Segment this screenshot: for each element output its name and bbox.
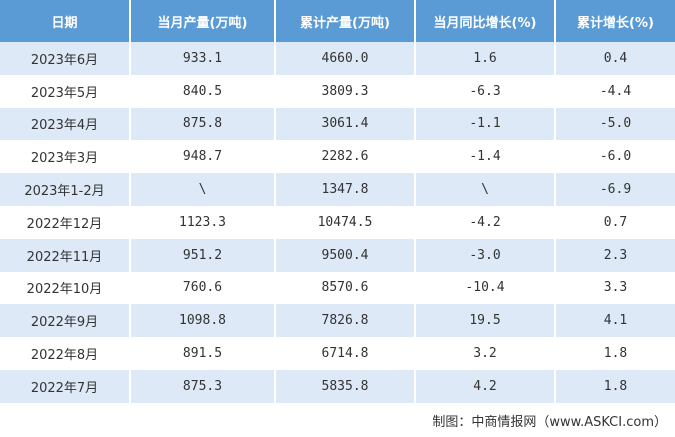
table-cell: 0.4 [554,42,675,75]
table-cell: 875.3 [129,369,275,403]
header-row: 日期 当月产量(万吨) 累计产量(万吨) 当月同比增长(%) 累计增长(%) [0,0,675,42]
table-cell: 891.5 [129,337,275,370]
table-cell: 2022年9月 [0,304,130,338]
table-cell: 2022年12月 [26,216,103,232]
table-row: 2022年7月 875.3 5835.8 4.2 1.8 [0,369,675,403]
header-cell: 累计增长(%) [554,0,675,42]
table-cell: 19.5 [414,304,555,338]
table-cell: 4660.0 [274,42,415,75]
table-cell: 2282.6 [274,140,415,174]
table-cell: -6.9 [554,173,675,206]
table-cell: -4.4 [554,74,675,108]
table-cell: \ [414,173,555,206]
table-row: 2022年8月 891.5 6714.8 3.2 1.8 [0,337,675,370]
table-cell: 3061.4 [274,107,415,141]
header-cell: 累计产量(万吨) [274,0,415,42]
table-cell: 2022年7月 [0,369,130,403]
table-cell: -10.4 [414,271,555,305]
header-cell: 当月产量(万吨) [129,0,275,42]
source-note: 制图：中商情报网（www.ASKCI.com） [432,415,667,430]
table-row: 2023年6月 933.1 4660.0 1.6 0.4 [0,42,675,75]
table-cell: 4.1 [554,304,675,338]
table-cell: -4.2 [414,205,555,239]
table-cell: 2022年11月 [0,238,130,272]
table-cell: 3.3 [554,271,675,305]
table-cell: 2023年3月 [30,151,99,167]
table-cell: 4.2 [414,369,555,403]
table-cell: 8570.6 [274,271,415,305]
table-cell: 875.8 [129,107,275,141]
table-row: 2023年3月 948.7 2282.6 -1.4 -6.0 [0,140,675,174]
table-cell: -6.3 [414,74,555,108]
data-table: 日期 当月产量(万吨) 累计产量(万吨) 当月同比增长(%) 累计增长(%) 2023年… [0,0,675,403]
table-cell: 2.3 [554,238,675,272]
table-cell: 1.8 [554,337,675,370]
table-cell: 2023年6月 [0,42,130,75]
table-row: 2022年9月 1098.8 7826.8 19.5 4.1 [0,304,675,338]
table-cell: 840.5 [129,74,275,108]
table-cell: 9500.4 [274,238,415,272]
table-cell: 3.2 [414,337,555,370]
table-cell: -6.0 [554,140,675,174]
table-cell: 2023年4月 [0,107,130,141]
table-cell: 2022年10月 [26,282,103,298]
table-cell: 1123.3 [129,205,275,239]
header-cell: 当月同比增长(%) [414,0,555,42]
table-cell: 948.7 [129,140,275,174]
table-cell: 0.7 [554,205,675,239]
table-row: 2023年5月 840.5 3809.3 -6.3 -4.4 [0,74,675,108]
table-cell: 1.8 [554,369,675,403]
table-row: 2023年1-2月 \ 1347.8 \ -6.9 [0,173,675,206]
table-body: 2023年6月 933.1 4660.0 1.6 0.4 2023年5月 840.5 3809… [0,42,675,403]
table-cell: 933.1 [129,42,275,75]
table-cell: 6714.8 [274,337,415,370]
table-cell: 1347.8 [274,173,415,206]
table-cell: -3.0 [414,238,555,272]
table-cell: 10474.5 [274,205,415,239]
table-row: 2023年4月 875.8 3061.4 -1.1 -5.0 [0,107,675,141]
table-cell: 760.6 [129,271,275,305]
header-cell: 日期 [0,0,130,42]
table-row: 2022年11月 951.2 9500.4 -3.0 2.3 [0,238,675,272]
table-row: 2022年10月 760.6 8570.6 -10.4 3.3 [0,271,675,305]
table-row: 2022年12月 1123.3 10474.5 -4.2 0.7 [0,205,675,239]
table-cell: \ [129,173,275,206]
table-cell: 2022年8月 [30,348,99,364]
table-cell: 5835.8 [274,369,415,403]
table-cell: 1098.8 [129,304,275,338]
table-cell: -5.0 [554,107,675,141]
table-cell: 2023年1-2月 [0,173,130,206]
table-cell: 1.6 [414,42,555,75]
table-cell: -1.1 [414,107,555,141]
table-cell: 7826.8 [274,304,415,338]
table-cell: 3809.3 [274,74,415,108]
table-cell: -1.4 [414,140,555,174]
table-cell: 2023年5月 [30,85,99,101]
table-cell: 951.2 [129,238,275,272]
